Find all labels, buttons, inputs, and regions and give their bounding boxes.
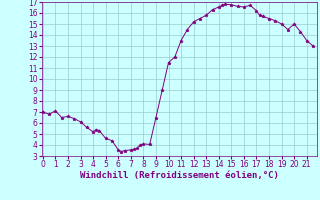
X-axis label: Windchill (Refroidissement éolien,°C): Windchill (Refroidissement éolien,°C) xyxy=(80,171,279,180)
